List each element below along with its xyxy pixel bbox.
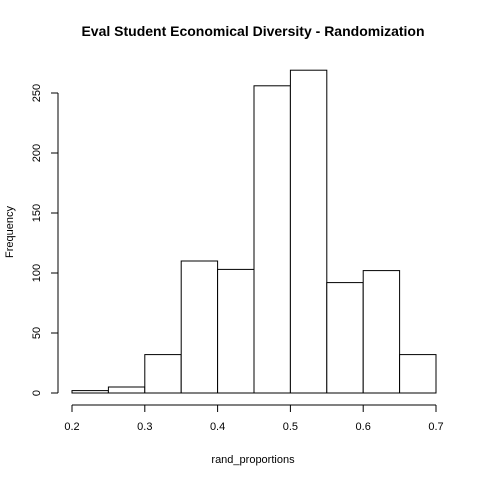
y-axis: 0 50 100 150 200 250	[31, 84, 59, 396]
histogram-bar	[144, 354, 182, 394]
x-tick-label: 0.7	[428, 421, 443, 433]
histogram-bar	[107, 386, 146, 394]
histogram-bar	[399, 354, 437, 394]
histogram-bar	[253, 85, 291, 394]
y-tick-label: 100	[31, 264, 43, 282]
x-axis-label: rand_proportions	[211, 454, 295, 466]
x-tick-label: 0.4	[210, 421, 225, 433]
chart-title: Eval Student Economical Diversity - Rand…	[81, 23, 424, 39]
histogram-bar	[180, 260, 219, 394]
histogram-bar	[71, 390, 109, 394]
y-axis-label: Frequency	[4, 206, 16, 258]
histogram-bar	[362, 270, 401, 394]
histogram-bars	[71, 69, 437, 394]
histogram-bar	[289, 69, 328, 394]
x-tick-label: 0.6	[356, 421, 371, 433]
x-tick-label: 0.2	[64, 421, 79, 433]
x-tick-label: 0.5	[283, 421, 298, 433]
y-tick-label: 50	[31, 327, 43, 339]
y-tick-label: 150	[31, 204, 43, 222]
histogram-bar	[217, 268, 255, 394]
y-tick-label: 0	[31, 390, 43, 396]
histogram-bar	[326, 282, 364, 394]
y-tick-label: 200	[31, 144, 43, 162]
y-tick-label: 250	[31, 84, 43, 102]
x-axis: 0.2 0.3 0.4 0.5 0.6 0.7	[64, 404, 444, 433]
x-tick-label: 0.3	[137, 421, 152, 433]
